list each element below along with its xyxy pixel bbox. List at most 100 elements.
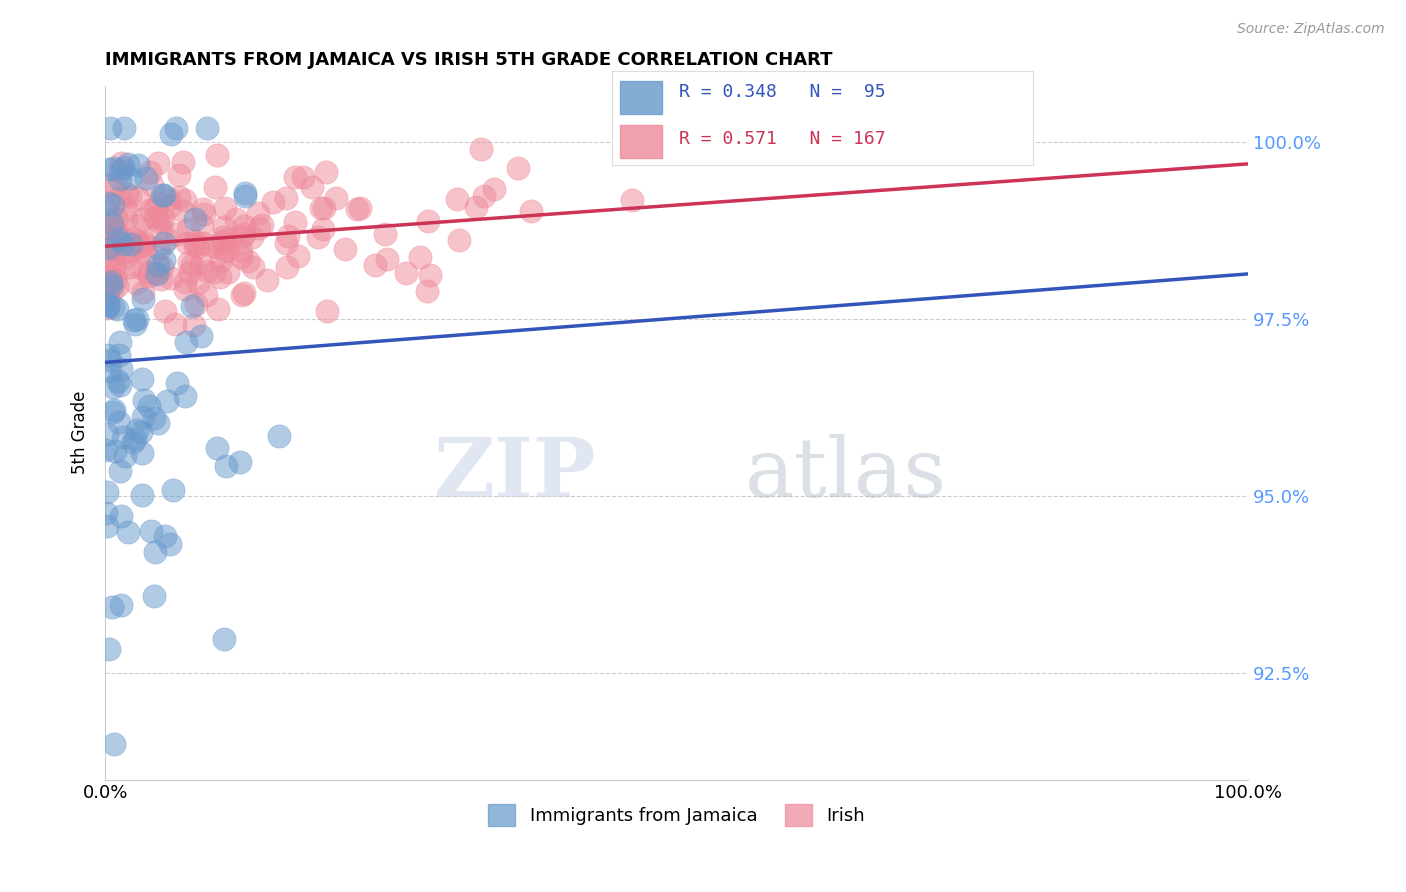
Point	[233, 227, 256, 241]
Point	[97, 178, 120, 192]
Point	[100, 364, 122, 378]
Point	[153, 253, 176, 268]
Point	[110, 599, 132, 613]
Point	[96, 280, 118, 294]
Point	[131, 292, 153, 306]
Point	[131, 372, 153, 386]
Point	[104, 444, 127, 458]
Point	[166, 376, 188, 391]
Point	[103, 379, 125, 393]
Point	[193, 202, 215, 216]
Point	[249, 220, 271, 235]
Point	[218, 232, 240, 246]
Point	[416, 284, 439, 298]
Point	[127, 191, 149, 205]
Point	[195, 264, 218, 278]
Point	[314, 201, 336, 215]
Point	[207, 301, 229, 316]
Point	[148, 242, 170, 256]
Point	[141, 524, 163, 539]
Point	[191, 236, 214, 251]
Point	[96, 519, 118, 533]
Point	[465, 200, 488, 214]
Point	[159, 199, 181, 213]
Point	[132, 212, 155, 227]
Point	[446, 192, 468, 206]
Point	[108, 348, 131, 362]
Point	[121, 435, 143, 450]
Point	[167, 168, 190, 182]
Point	[267, 429, 290, 443]
Point	[100, 214, 122, 228]
Point	[363, 258, 385, 272]
Point	[316, 304, 339, 318]
Text: R = 0.348   N =  95: R = 0.348 N = 95	[679, 83, 886, 101]
Point	[155, 303, 177, 318]
Point	[103, 198, 125, 212]
Point	[97, 299, 120, 313]
Point	[162, 483, 184, 498]
Point	[311, 201, 333, 215]
Point	[301, 180, 323, 194]
Point	[190, 256, 212, 270]
Point	[315, 164, 337, 178]
Point	[98, 353, 121, 368]
Point	[105, 225, 128, 239]
Point	[103, 301, 125, 315]
Point	[131, 488, 153, 502]
Point	[145, 266, 167, 280]
Y-axis label: 5th Grade: 5th Grade	[72, 391, 89, 475]
Point	[101, 217, 124, 231]
Point	[146, 213, 169, 227]
Point	[120, 260, 142, 274]
Point	[108, 163, 131, 178]
Point	[165, 121, 187, 136]
Point	[103, 182, 125, 196]
Point	[312, 222, 335, 236]
Point	[287, 249, 309, 263]
Point	[149, 211, 172, 226]
Point	[132, 285, 155, 300]
Point	[134, 247, 156, 261]
Point	[103, 737, 125, 751]
Point	[153, 187, 176, 202]
Point	[143, 411, 166, 425]
Point	[325, 191, 347, 205]
Point	[96, 301, 118, 315]
Point	[97, 240, 120, 254]
Point	[202, 239, 225, 253]
Point	[111, 230, 134, 244]
Point	[408, 250, 430, 264]
Point	[105, 243, 128, 257]
Point	[146, 416, 169, 430]
Point	[284, 169, 307, 184]
Point	[103, 161, 125, 176]
Point	[176, 235, 198, 250]
Point	[173, 275, 195, 289]
Point	[150, 222, 173, 236]
Point	[122, 232, 145, 246]
Point	[115, 202, 138, 216]
Point	[373, 227, 395, 241]
Point	[146, 258, 169, 272]
Point	[97, 162, 120, 177]
Point	[98, 221, 121, 235]
Point	[190, 218, 212, 232]
Point	[105, 279, 128, 293]
Point	[349, 201, 371, 215]
Point	[217, 243, 239, 257]
Point	[138, 399, 160, 413]
Point	[97, 196, 120, 211]
Point	[132, 235, 155, 249]
Point	[153, 235, 176, 250]
Point	[127, 158, 149, 172]
Point	[187, 240, 209, 254]
Point	[416, 213, 439, 227]
Point	[97, 281, 120, 295]
Point	[205, 148, 228, 162]
Point	[107, 374, 129, 388]
Point	[233, 186, 256, 200]
Point	[276, 191, 298, 205]
Point	[148, 196, 170, 211]
Point	[291, 170, 314, 185]
